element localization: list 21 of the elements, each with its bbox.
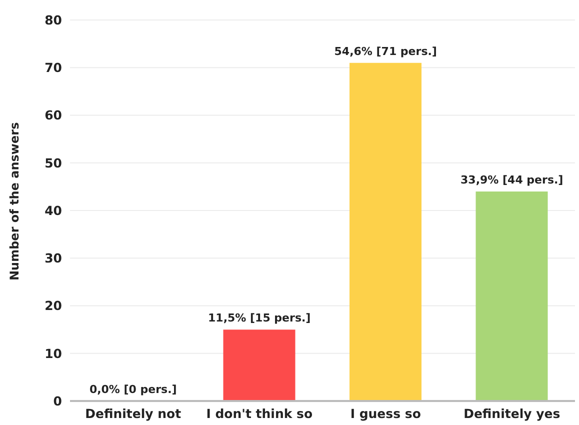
x-tick-label: I don't think so [206, 406, 313, 421]
y-tick-label: 40 [44, 202, 62, 218]
x-tick-label: Definitely not [85, 406, 182, 421]
bar [476, 191, 548, 401]
data-label: 33,9% [44 pers.] [460, 173, 564, 186]
data-label: 11,5% [15 pers.] [208, 312, 311, 325]
y-tick-label: 50 [44, 155, 62, 170]
bar [223, 330, 296, 401]
y-axis-title: Number of the answers [7, 122, 22, 280]
y-tick-label: 30 [44, 250, 62, 266]
y-tick-label: 20 [44, 298, 62, 314]
y-tick-label: 80 [44, 12, 62, 28]
y-tick-label: 0 [53, 393, 62, 408]
y-tick-label: 60 [44, 108, 62, 123]
bar [350, 62, 422, 401]
data-label: 0,0% [0 pers.] [89, 383, 177, 396]
x-tick-label: I guess so [350, 406, 422, 421]
y-tick-label: 70 [44, 60, 62, 76]
x-tick-label: Definitely yes [464, 406, 560, 421]
data-label: 54,6% [71 pers.] [334, 44, 437, 58]
y-tick-label: 10 [44, 346, 62, 361]
